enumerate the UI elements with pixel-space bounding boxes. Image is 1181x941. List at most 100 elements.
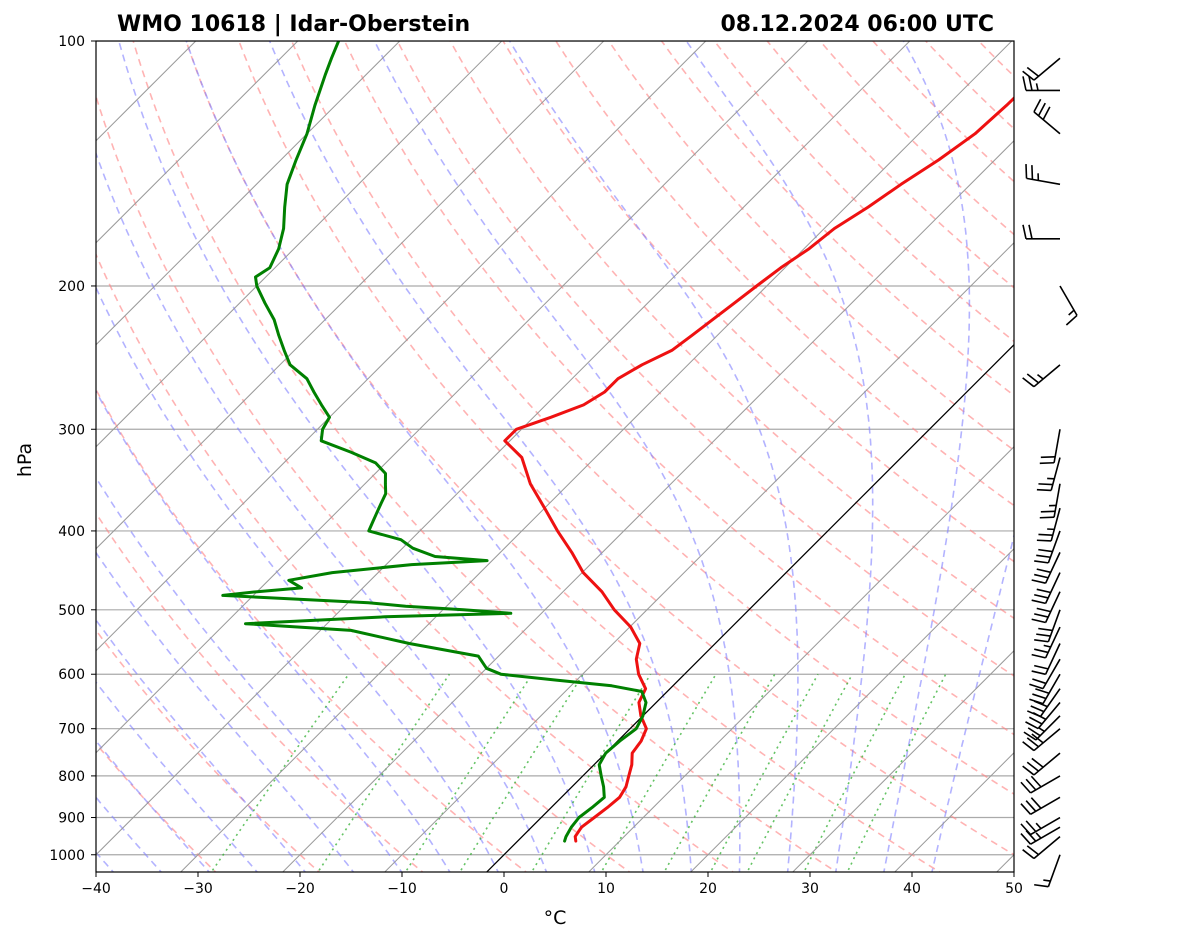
wind-barb (1034, 609, 1061, 643)
wind-barb-flag (1031, 757, 1044, 768)
mixing-ratio-line (803, 673, 906, 872)
dry-adiabat (713, 41, 1014, 343)
wind-barb-flag (1034, 573, 1049, 579)
wind-barb-flag (1033, 98, 1042, 113)
wind-barb (1036, 507, 1061, 542)
wind-barb-flag (1022, 70, 1035, 81)
wind-barb-flag (1031, 579, 1046, 584)
moist-adiabat (96, 618, 307, 872)
wind-barb-half-flag (1043, 644, 1051, 648)
moist-adiabats (96, 41, 1014, 872)
x-tick-label: −10 (387, 881, 417, 897)
y-tick-label: 700 (58, 722, 85, 738)
y-tick-label: 1000 (49, 848, 85, 864)
wind-barb-flag (1034, 560, 1049, 564)
wind-barb-flag (1038, 548, 1053, 553)
wind-barb-flag (1034, 638, 1049, 643)
plot-frame (95, 40, 1015, 873)
wind-barb (1031, 643, 1061, 676)
x-tick-label: −40 (81, 881, 111, 897)
wind-barb-flag (1025, 820, 1037, 833)
isotherm (588, 446, 1014, 872)
zero-isotherm-line (485, 343, 1014, 872)
wind-barb-flag (1026, 373, 1040, 384)
wind-barb (1029, 658, 1061, 690)
moist-adiabat (96, 285, 500, 872)
dry-adiabat (132, 41, 838, 872)
dry-adiabat (343, 41, 1014, 736)
x-tick-label: 10 (597, 881, 615, 897)
wind-barb-flag (1034, 613, 1049, 618)
x-tick-label: 40 (903, 881, 921, 897)
x-tick-label: 20 (699, 881, 717, 897)
wind-barb-flag (1031, 599, 1046, 605)
wind-barb (1031, 552, 1061, 584)
wind-barb (1022, 364, 1061, 388)
wind-barb-flag (1025, 721, 1039, 730)
wind-barb (1022, 752, 1061, 776)
x-tick-label: −20 (285, 881, 315, 897)
y-tick-label: 600 (58, 667, 85, 683)
wind-barb-flag (1020, 823, 1032, 836)
wind-barb-flag (1034, 593, 1049, 599)
wind-barb-flag (1065, 314, 1078, 326)
wind-barb-flag (1031, 653, 1046, 659)
isotherm (96, 41, 809, 754)
wind-barb-flag (1039, 461, 1055, 465)
dry-adiabat (290, 41, 1014, 795)
isotherm (96, 41, 605, 550)
moist-adiabat (96, 796, 163, 872)
dry-adiabat (608, 41, 1014, 452)
y-tick-label: 400 (58, 524, 85, 540)
wind-barb-flag (1036, 607, 1051, 613)
wind-barb-flag (1032, 693, 1047, 700)
y-axis-label: hPa (14, 443, 36, 477)
wind-barb-flag (1022, 849, 1035, 860)
moist-adiabat (373, 41, 741, 872)
wind-barb-flag (1028, 76, 1033, 91)
x-tick-label: −30 (183, 881, 213, 897)
wind-barb-flag (1025, 164, 1028, 179)
dry-adiabat (660, 41, 1014, 397)
wind-barb-flag (1026, 66, 1040, 77)
dewpoint-profile (221, 41, 648, 843)
y-axis-ticks: 1000 900 800 700 600 500 400 300 200 100 (49, 34, 96, 864)
y-tick-label: 100 (58, 34, 85, 50)
wind-barb (1026, 688, 1061, 718)
wind-barb-flag (1026, 710, 1041, 718)
dry-adiabat (96, 511, 424, 872)
mixing-ratio-line (600, 673, 717, 872)
isotherm (96, 41, 911, 856)
dry-adiabat (449, 41, 1014, 620)
wind-barb-flag (1025, 800, 1037, 812)
wind-barb-flag (1042, 106, 1051, 120)
wind-barb (1025, 164, 1061, 186)
y-tick-label: 900 (58, 811, 85, 827)
wind-barbs (1020, 57, 1078, 888)
moist-adiabat (883, 41, 971, 872)
wind-barb-flag (1029, 683, 1044, 690)
y-tick-label: 500 (58, 603, 85, 619)
x-tick-label: 30 (801, 881, 819, 897)
wind-barb-flag (1040, 510, 1056, 513)
dry-adiabats (96, 41, 1014, 872)
dry-adiabat (555, 41, 1014, 507)
dry-adiabat (96, 628, 321, 872)
isotherm (690, 548, 1014, 872)
wind-barb-flag (1031, 165, 1034, 180)
mixing-ratio-lines (210, 673, 947, 872)
wind-barb (1036, 457, 1061, 492)
y-tick-label: 200 (58, 279, 85, 295)
dry-adiabat (238, 41, 1014, 856)
wind-barb-half-flag (1035, 832, 1042, 839)
wind-barb-flag (1036, 633, 1051, 637)
mixing-ratio-line (846, 673, 947, 872)
wind-barb-flag (1032, 678, 1047, 685)
wind-barb-flag (1034, 664, 1049, 670)
zero-isotherm (485, 343, 1014, 872)
profiles (221, 41, 1014, 843)
temperature-profile (503, 96, 1014, 843)
isotherm (792, 650, 1014, 872)
